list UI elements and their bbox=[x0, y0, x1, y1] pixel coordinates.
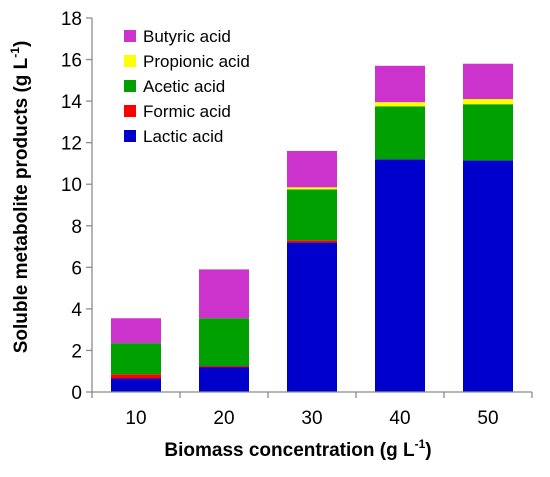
x-tick-label-20: 20 bbox=[213, 408, 234, 429]
bar-butyric-acid-50 bbox=[463, 63, 513, 100]
y-tick-label-4: 4 bbox=[71, 300, 82, 321]
bar-lactic-acid-10 bbox=[111, 378, 161, 392]
bar-acetic-acid-10 bbox=[111, 343, 161, 375]
legend-label-formic-acid: Formic acid bbox=[143, 102, 231, 121]
bar-lactic-acid-40 bbox=[375, 159, 425, 392]
bar-lactic-acid-20 bbox=[199, 367, 249, 392]
bar-formic-acid-30 bbox=[287, 240, 337, 243]
y-tick-label-12: 12 bbox=[61, 134, 82, 155]
bar-butyric-acid-30 bbox=[287, 150, 337, 188]
x-axis-title-main: Biomass concentration (g L bbox=[164, 440, 415, 461]
y-tick-label-18: 18 bbox=[61, 9, 82, 30]
y-tick-label-6: 6 bbox=[71, 258, 82, 279]
plot-area: 0 2 4 6 8 10 12 14 16 18 10 20 30 40 50 bbox=[61, 9, 533, 429]
legend-label-lactic-acid: Lactic acid bbox=[143, 127, 223, 146]
bar-butyric-acid-40 bbox=[375, 65, 425, 103]
bar-lactic-acid-30 bbox=[287, 242, 337, 392]
legend-label-acetic-acid: Acetic acid bbox=[143, 77, 225, 96]
x-tick-label-30: 30 bbox=[301, 408, 322, 429]
x-axis-title-end: ) bbox=[425, 440, 431, 461]
x-tick-label-40: 40 bbox=[389, 408, 410, 429]
x-axis-title-sup: -1 bbox=[415, 437, 426, 451]
legend-swatch-formic-acid bbox=[124, 105, 136, 117]
x-axis-title: Biomass concentration (g L-1) bbox=[164, 437, 431, 461]
legend-label-propionic-acid: Propionic acid bbox=[143, 52, 250, 71]
y-tick-label-16: 16 bbox=[61, 51, 82, 72]
bar-butyric-acid-20 bbox=[199, 269, 249, 319]
bar-propionic-acid-40 bbox=[375, 102, 425, 107]
bar-acetic-acid-20 bbox=[199, 318, 249, 367]
y-axis-title-end: ) bbox=[11, 41, 32, 47]
y-tick-label-14: 14 bbox=[61, 92, 83, 113]
x-tick-label-10: 10 bbox=[125, 408, 146, 429]
bar-acetic-acid-40 bbox=[375, 106, 425, 160]
bar-lactic-acid-50 bbox=[463, 160, 513, 392]
legend-swatch-lactic-acid bbox=[124, 130, 136, 142]
y-axis-title: Soluble metabolite products (g L-1) bbox=[8, 41, 32, 354]
bar-butyric-acid-10 bbox=[111, 318, 161, 344]
legend-label-butyric-acid: Butyric acid bbox=[143, 27, 231, 46]
y-tick-label-2: 2 bbox=[71, 341, 82, 362]
bar-acetic-acid-50 bbox=[463, 104, 513, 161]
y-tick-label-8: 8 bbox=[71, 217, 82, 238]
bar-formic-acid-20 bbox=[199, 366, 249, 368]
legend-swatch-acetic-acid bbox=[124, 80, 136, 92]
bar-acetic-acid-30 bbox=[287, 189, 337, 241]
x-tick-label-50: 50 bbox=[477, 408, 498, 429]
legend-swatch-propionic-acid bbox=[124, 55, 136, 67]
y-axis-title-sup: -1 bbox=[8, 47, 22, 58]
y-axis-title-main: Soluble metabolite products (g L bbox=[11, 57, 32, 353]
bar-propionic-acid-30 bbox=[287, 187, 337, 190]
bar-formic-acid-10 bbox=[111, 374, 161, 379]
y-tick-label-0: 0 bbox=[71, 383, 82, 404]
legend-swatch-butyric-acid bbox=[124, 30, 136, 42]
legend: Butyric acid Propionic acid Acetic acid For… bbox=[124, 27, 250, 146]
bar-propionic-acid-50 bbox=[463, 99, 513, 105]
y-tick-label-10: 10 bbox=[61, 175, 82, 196]
